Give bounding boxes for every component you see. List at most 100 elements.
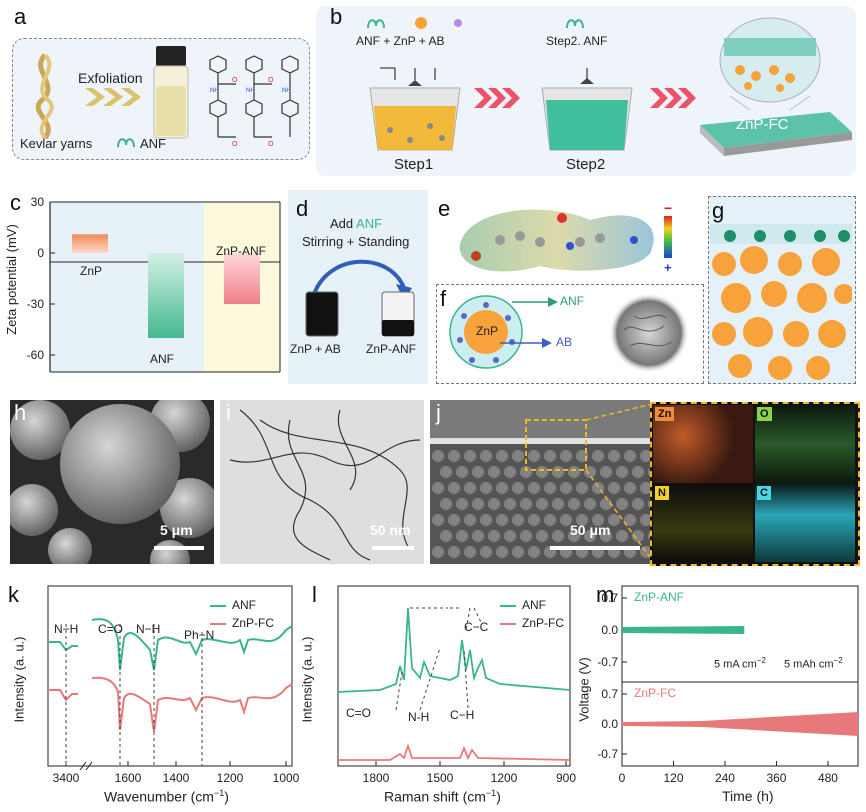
raman-xtick-label: 1200 <box>491 771 518 785</box>
ftir-peak-co: C=O <box>98 622 124 636</box>
znp-particle <box>768 356 792 380</box>
svg-text:O: O <box>268 77 274 84</box>
grain <box>632 530 644 542</box>
cycling-cond-current: 5 mA cm−2 <box>714 656 766 671</box>
raman-peak-ch: C−H <box>450 708 475 722</box>
cycling-xtick-label: 480 <box>818 771 838 785</box>
ftir-xtick-label: 1600 <box>115 771 142 785</box>
cycling-xtick-label: 360 <box>766 771 786 785</box>
grain <box>560 482 572 494</box>
cycling-ytick-label: -0.7 <box>597 655 618 669</box>
raman-xlabel-text: Raman shift (cm <box>384 788 486 805</box>
panel-a-letter: a <box>14 4 27 29</box>
znp-particle <box>743 317 773 347</box>
grain <box>448 514 460 526</box>
zeta-bar-znp-anf <box>224 253 260 304</box>
panel-i-letter: i <box>226 400 231 425</box>
ftir-xlabel: Wavenumber (cm−1) <box>104 788 229 805</box>
svg-text:NH: NH <box>210 88 219 94</box>
grain <box>512 546 524 558</box>
panel-c-letter: c <box>10 190 21 215</box>
grain <box>496 450 508 462</box>
grain <box>480 450 492 462</box>
zeta-bar-anf <box>148 253 184 338</box>
panel-k-letter: k <box>8 582 19 607</box>
grain <box>568 498 580 510</box>
grain <box>592 514 604 526</box>
mix-label: ANF + ZnP + AB <box>356 34 445 48</box>
anf-fiber-icon <box>566 19 584 29</box>
aramid-structure-icon: O O O O NH NH NH <box>209 55 299 148</box>
shell-ab-label: AB <box>556 335 573 349</box>
grain <box>448 482 460 494</box>
add-label: Add ANF <box>330 216 382 231</box>
bar-label-znp-anf: ZnP-ANF <box>216 244 267 258</box>
cycling-ytick-label: 0.0 <box>601 717 618 731</box>
zoom-lines <box>586 403 653 561</box>
beaker-step2-icon <box>541 68 633 151</box>
grain <box>648 531 650 541</box>
grain <box>496 546 508 558</box>
grain <box>648 467 650 477</box>
esp-minus: − <box>664 200 673 216</box>
cycling-label-bottom: ZnP-FC <box>634 686 676 700</box>
cycling-series-znp-fc <box>622 712 858 736</box>
grain <box>640 450 650 462</box>
ftir-legend-znpfc: ZnP-FC <box>232 616 274 630</box>
raman-znpfc-line <box>338 743 571 761</box>
bar-label-anf: ANF <box>150 352 174 366</box>
cycling-cond-capacity-text: 5 mAh cm <box>784 658 834 671</box>
grain <box>456 466 468 478</box>
chevron-arrow-icon <box>474 88 520 108</box>
panel-l-letter: l <box>312 582 317 607</box>
ftir-xlabel-end: ) <box>224 788 229 805</box>
grain <box>640 514 650 526</box>
grain <box>504 466 516 478</box>
raman-peak-co: C=O <box>346 706 372 720</box>
grain <box>552 498 564 510</box>
znp-particle <box>712 322 736 346</box>
grain <box>560 514 572 526</box>
esp-map <box>459 209 672 272</box>
panel-e-letter: e <box>438 196 451 221</box>
cycling-ytick-label: 0.7 <box>601 591 618 605</box>
scale-bar-h <box>154 546 204 550</box>
grain <box>512 450 524 462</box>
grain <box>504 498 516 510</box>
grain <box>552 466 564 478</box>
anf-fiber-icon <box>117 138 135 148</box>
eds-map-zn: Zn <box>653 405 753 483</box>
core-shell-icon <box>449 295 523 369</box>
cycling-xtick-label: 0 <box>619 771 626 785</box>
znp-particle <box>806 356 830 380</box>
znp-particle <box>778 252 802 276</box>
grain <box>432 482 444 494</box>
grain <box>448 546 460 558</box>
raman-peak-cc: C−C <box>464 620 489 634</box>
anf-fiber-icon <box>367 19 385 29</box>
grain <box>624 482 636 494</box>
chevron-arrow-icon <box>650 88 696 108</box>
grain <box>536 530 548 542</box>
scale-label-i: 50 nm <box>370 522 411 538</box>
znp-particle <box>740 246 768 274</box>
cycling-series-znp-anf <box>622 626 745 634</box>
scale-bar-j <box>550 546 640 550</box>
panel-b-letter: b <box>330 4 343 29</box>
anf-label-a: ANF <box>140 136 166 151</box>
grain <box>544 482 556 494</box>
grain <box>472 498 484 510</box>
ftir-peak-phn: Ph−N <box>184 628 215 642</box>
add-anf-text: ANF <box>356 216 383 231</box>
grain <box>472 466 484 478</box>
grain <box>432 546 444 558</box>
ftir-xtick-label: 1400 <box>163 771 190 785</box>
ftir-legend-anf: ANF <box>232 598 256 612</box>
grain <box>440 498 452 510</box>
vial-right-label: ZnP-ANF <box>366 342 417 356</box>
cycling-xtick-label: 240 <box>715 771 735 785</box>
cycling-xlabel: Time (h) <box>722 788 774 804</box>
step2-label: Step2 <box>566 156 606 173</box>
grain <box>432 450 444 462</box>
grain <box>528 514 540 526</box>
